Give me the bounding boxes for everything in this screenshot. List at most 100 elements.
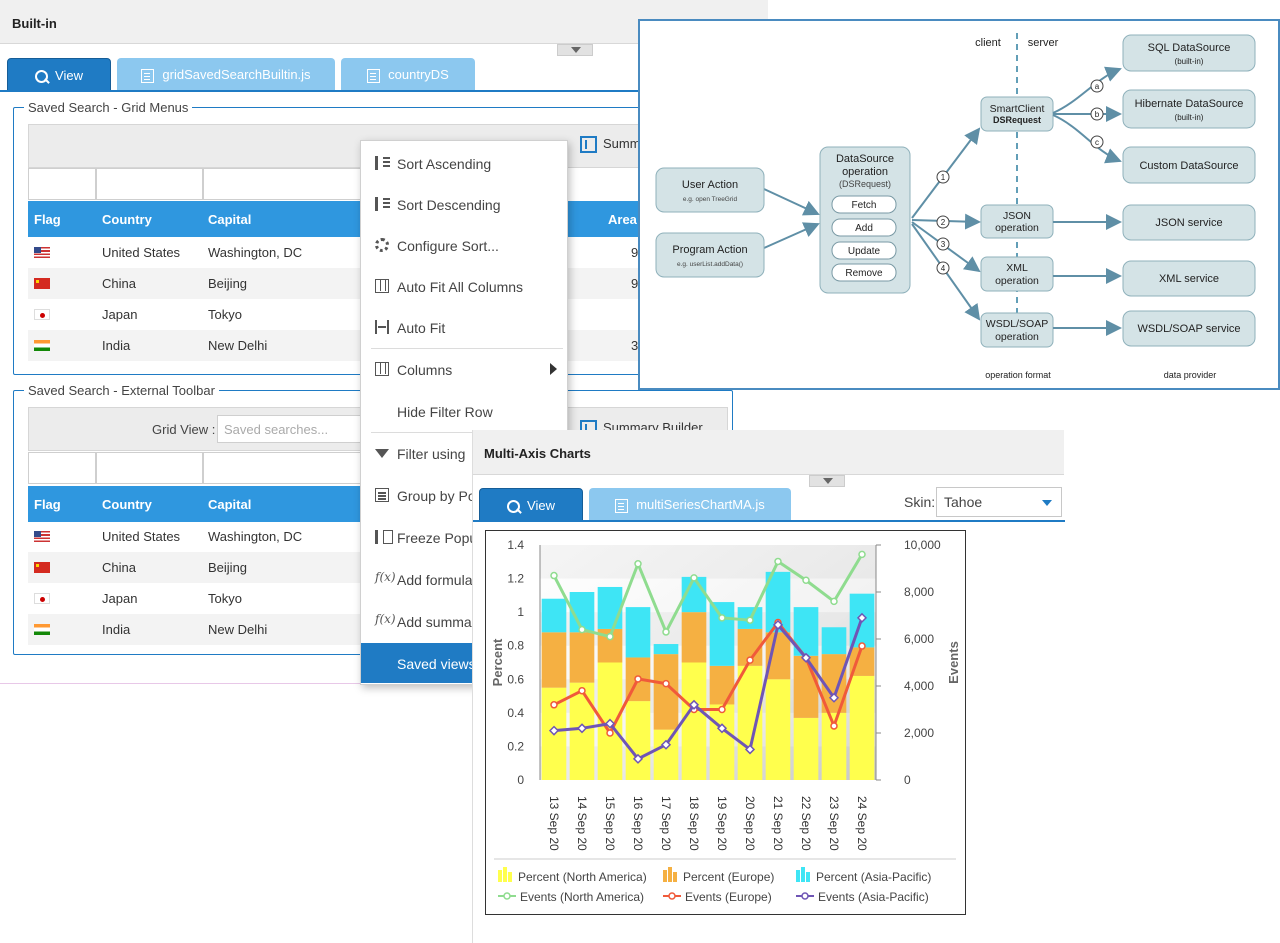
header-area[interactable]: Area [608, 212, 637, 227]
collapse-handle[interactable] [557, 44, 593, 56]
flag-icon [34, 309, 50, 320]
menu-separator [371, 348, 563, 349]
svg-text:JSON service: JSON service [1155, 217, 1222, 229]
line-point [830, 597, 838, 606]
bar-asia-pacific [625, 607, 651, 658]
charts-tab-source[interactable]: multiSeriesChartMA.js [589, 488, 791, 521]
sql-datasource-box: SQL DataSource (built-in) [1122, 34, 1256, 72]
json-service-box: JSON service [1122, 204, 1256, 241]
table-row[interactable]: United States Washington, DC 9 [28, 237, 728, 268]
diagram-svg: client server User Action e.g. open Tree… [655, 33, 1256, 380]
table-row[interactable]: United States Washington, DC [28, 521, 728, 552]
menu-item-hide-filter-row[interactable]: Hide Filter Row [361, 391, 567, 431]
tab-view[interactable]: View [7, 58, 111, 91]
header-country-2[interactable]: Country [102, 497, 152, 512]
menu-item-freeze-popul[interactable]: Freeze Popul [361, 517, 567, 557]
legend-label: Events (Asia-Pacific) [818, 890, 929, 904]
operation-format-label: operation format [985, 370, 1051, 380]
country-cell: India [102, 622, 131, 637]
header-capital[interactable]: Capital [208, 212, 252, 227]
menu-item-label: Configure Sort... [397, 238, 499, 254]
svg-text:(DSRequest): (DSRequest) [839, 179, 891, 189]
menu-item-group-by-pop[interactable]: Group by Pop [361, 475, 567, 515]
svg-text:XML service: XML service [1159, 273, 1219, 285]
menu-item-sort-descending[interactable]: Sort Descending [361, 184, 567, 224]
bar-europe [793, 655, 819, 718]
program-action-box: Program Action e.g. userList.addData() [655, 232, 765, 278]
header-flag[interactable]: Flag [34, 212, 61, 227]
menu-item-label: Sort Descending [397, 197, 501, 213]
filter-capital[interactable] [203, 168, 363, 200]
bar-asia-pacific [709, 602, 735, 666]
bar-north-america [681, 662, 707, 780]
table-row[interactable]: Japan Tokyo [28, 583, 728, 614]
bar-asia-pacific [597, 586, 623, 629]
menu-item-sort-ascending[interactable]: Sort Ascending [361, 143, 567, 183]
charts-tab-view[interactable]: View [479, 488, 583, 521]
header-capital-2[interactable]: Capital [208, 497, 252, 512]
capital-cell: Washington, DC [208, 529, 303, 544]
line-point [576, 723, 588, 734]
line-point [604, 718, 616, 729]
filter-flag[interactable] [28, 168, 96, 200]
filter-country-2[interactable] [96, 452, 203, 484]
area-cell: 9 [631, 276, 639, 291]
tab-gridsavedsearch[interactable]: gridSavedSearchBuiltin.js [117, 58, 335, 91]
menu-item-columns[interactable]: Columns [361, 349, 567, 389]
y-tick-label: 0.2 [507, 739, 524, 753]
table-row[interactable]: Japan Tokyo [28, 299, 728, 330]
x-tick-label: 23 Sep 20 [827, 796, 841, 851]
saved-searches-input[interactable]: Saved searches... [217, 415, 367, 443]
menu-item-add-summar[interactable]: f(x) Add summar [361, 601, 567, 641]
line-point [550, 701, 558, 709]
xml-operation-box: XML operation [980, 256, 1054, 292]
grid1-filter-row [28, 168, 728, 200]
filter-capital-2[interactable] [203, 452, 363, 484]
menu-item-auto-fit-all-columns[interactable]: Auto Fit All Columns [361, 266, 567, 306]
menu-item-filter-using[interactable]: Filter using [361, 433, 567, 473]
grid-band [540, 612, 876, 646]
columns-icon [375, 362, 389, 376]
tab-view-label: View [55, 68, 83, 83]
line-point [632, 753, 644, 764]
line-point [578, 625, 586, 634]
y-tick-label: 1.2 [507, 572, 524, 586]
multi-axis-chart: 0 0.2 0.4 0.6 0.8 1 1.2 1.4 0 2,000 4,000 6,000 8,00… [485, 530, 966, 915]
file-icon [367, 68, 381, 83]
menu-item-label: Group by Pop [397, 488, 484, 504]
skin-select[interactable]: Tahoe [936, 487, 1062, 517]
flag-icon [34, 624, 50, 635]
y2-tick-label: 6,000 [904, 632, 934, 646]
bar-europe [765, 632, 791, 680]
tab-countryds[interactable]: countryDS [341, 58, 475, 91]
line-point [744, 744, 756, 755]
header-country[interactable]: Country [102, 212, 152, 227]
line-point [830, 722, 838, 730]
chart-svg: 0 0.2 0.4 0.6 0.8 1 1.2 1.4 0 2,000 4,000 6,000 8,00… [490, 538, 961, 904]
filter-country[interactable] [96, 168, 203, 200]
bar-asia-pacific [821, 627, 847, 655]
charts-tab-source-label: multiSeriesChartMA.js [636, 497, 765, 512]
charts-collapse-handle[interactable] [809, 475, 845, 487]
line-point [856, 612, 868, 623]
tab-gridsavedsearch-label: gridSavedSearchBuiltin.js [162, 67, 311, 82]
y-tick-label: 0.8 [507, 639, 524, 653]
formula-icon: f(x) [375, 612, 396, 626]
area-cell: 9 [631, 245, 639, 260]
line-point [690, 574, 698, 582]
legend-label: Events (Europe) [685, 890, 772, 904]
line-point [718, 705, 726, 714]
line-point [606, 729, 614, 737]
svg-text:WSDL/SOAP service: WSDL/SOAP service [1137, 323, 1240, 335]
menu-item-auto-fit[interactable]: Auto Fit [361, 307, 567, 347]
summary-builder-button[interactable]: Summ [580, 136, 641, 154]
svg-text:SmartClient: SmartClient [990, 103, 1045, 115]
header-flag-2[interactable]: Flag [34, 497, 61, 512]
line-point [716, 723, 728, 734]
menu-item-add-formula[interactable]: f(x) Add formula [361, 559, 567, 599]
marker-a: a [1095, 82, 1100, 91]
menu-item-configure-sort[interactable]: Configure Sort... [361, 225, 567, 265]
legend-swatch [508, 872, 512, 882]
filter-flag-2[interactable] [28, 452, 96, 484]
line-europe [553, 620, 864, 736]
